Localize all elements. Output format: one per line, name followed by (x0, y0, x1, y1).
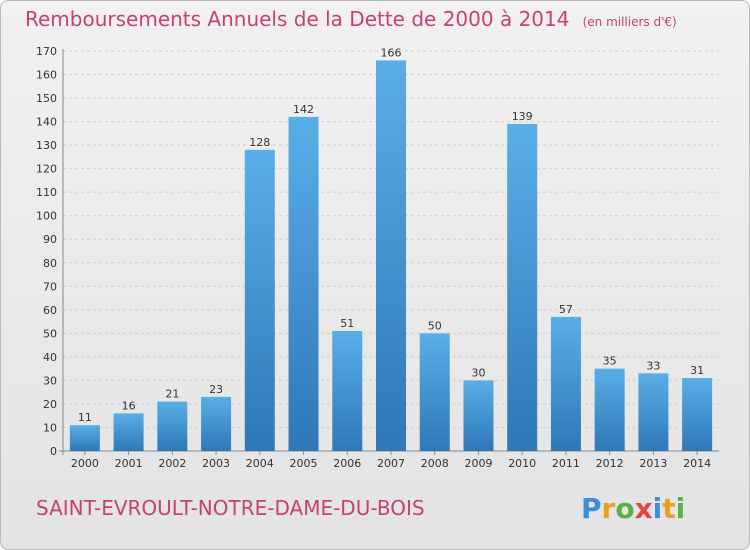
data-label-2005: 142 (293, 103, 314, 116)
commune-name: SAINT-EVROULT-NOTRE-DAME-DU-BOIS (36, 496, 425, 520)
bar-2011 (550, 316, 581, 451)
data-label-2001: 16 (122, 399, 136, 412)
y-tick-label: 30 (43, 374, 57, 387)
bar-2003 (201, 396, 232, 451)
bar-2010 (507, 123, 538, 452)
y-tick-label: 10 (43, 421, 57, 434)
x-tick-label-2011: 2011 (552, 457, 580, 470)
data-label-2007: 166 (381, 46, 402, 59)
y-tick-label: 170 (36, 45, 57, 58)
data-label-2009: 30 (471, 366, 485, 379)
x-tick-label-2010: 2010 (508, 457, 536, 470)
data-label-2008: 50 (428, 319, 442, 332)
y-tick-label: 120 (36, 163, 57, 176)
data-label-2006: 51 (340, 317, 354, 330)
y-tick-label: 60 (43, 304, 57, 317)
bar-2005 (288, 116, 319, 451)
data-label-2003: 23 (209, 383, 223, 396)
y-tick-label: 140 (36, 116, 57, 129)
data-label-2012: 35 (603, 355, 617, 368)
x-tick-label-2012: 2012 (596, 457, 624, 470)
bar-2006 (332, 331, 363, 451)
y-tick-label: 40 (43, 351, 57, 364)
y-tick-label: 110 (36, 186, 57, 199)
bar-2004 (244, 149, 275, 451)
y-tick-label: 50 (43, 327, 57, 340)
x-tick-labels: 2000 2001 2002 2003 2004 2005 2006 2007 2008 2009… (71, 451, 711, 470)
y-tick-label: 80 (43, 257, 57, 270)
y-tick-labels: 0 10 20 30 40 50 60 70 80 90 100 110 120 130 140 150 160… (36, 45, 57, 458)
chart-title-row: Remboursements Annuels de la Dette de 20… (25, 7, 677, 31)
y-tick-label: 70 (43, 280, 57, 293)
bar-2009 (463, 380, 494, 451)
x-tick-label-2013: 2013 (639, 457, 667, 470)
chart-unit: (en milliers d'€) (582, 15, 677, 29)
x-tick-label-2006: 2006 (333, 457, 361, 470)
bar-2001 (113, 413, 144, 451)
y-tick-label: 90 (43, 233, 57, 246)
bar-2012 (594, 368, 625, 451)
x-tick-label-2004: 2004 (246, 457, 274, 470)
bar-2007 (376, 60, 406, 451)
x-tick-label-2002: 2002 (158, 457, 186, 470)
svg-text:Proxiti: Proxiti (581, 492, 685, 525)
bar-2000 (69, 425, 100, 451)
data-label-2004: 128 (249, 136, 270, 149)
y-tick-label: 0 (50, 445, 57, 458)
data-label-2002: 21 (165, 388, 179, 401)
proxiti-logo: Proxiti (581, 492, 685, 525)
data-labels: 11 16 21 23 128 142 51 166 50 30 139 57 35 33 31 (78, 46, 704, 424)
data-label-2011: 57 (559, 303, 573, 316)
data-label-2014: 31 (690, 364, 704, 377)
y-tick-label: 130 (36, 139, 57, 152)
bar-2013 (638, 373, 669, 451)
x-tick-label-2014: 2014 (683, 457, 711, 470)
x-tick-label-2007: 2007 (377, 457, 405, 470)
x-tick-label-2000: 2000 (71, 457, 99, 470)
chart-title: Remboursements Annuels de la Dette de 20… (25, 7, 570, 31)
y-tick-label: 100 (36, 210, 57, 223)
x-tick-label-2001: 2001 (115, 457, 143, 470)
x-tick-label-2009: 2009 (464, 457, 492, 470)
bars (69, 60, 713, 452)
x-tick-label-2003: 2003 (202, 457, 230, 470)
y-tick-label: 160 (36, 69, 57, 82)
data-label-2010: 139 (512, 110, 533, 123)
x-tick-label-2005: 2005 (290, 457, 318, 470)
x-tick-label-2008: 2008 (421, 457, 449, 470)
bar-2002 (157, 401, 188, 451)
y-tick-label: 20 (43, 398, 57, 411)
bar-2014 (682, 378, 713, 451)
data-label-2013: 33 (646, 359, 660, 372)
data-label-2000: 11 (78, 411, 92, 424)
y-tick-label: 150 (36, 92, 57, 105)
bar-2008 (419, 333, 450, 451)
